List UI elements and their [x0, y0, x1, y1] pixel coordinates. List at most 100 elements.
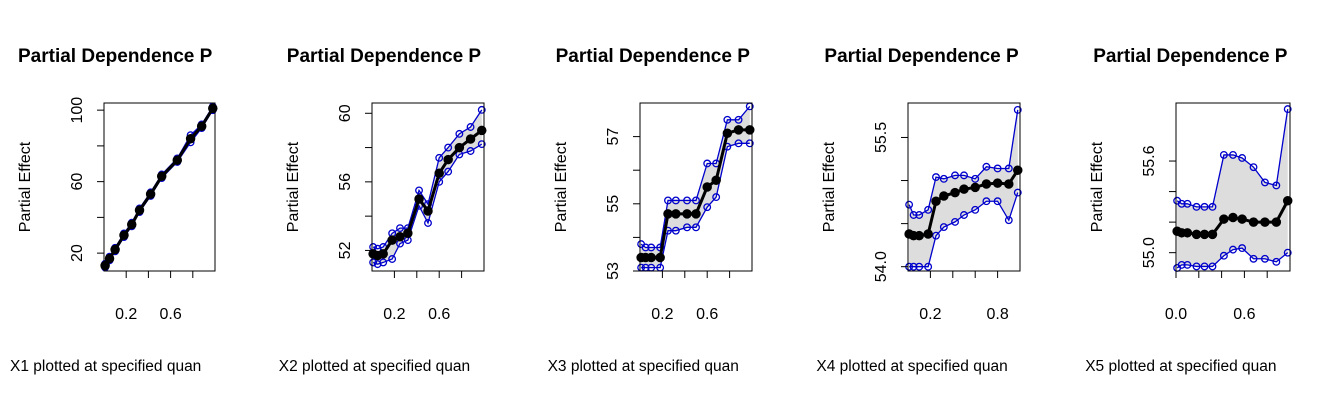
plot-frame	[907, 102, 1021, 272]
partial-effect-point	[722, 128, 733, 138]
partial-effect-point	[663, 209, 673, 219]
partial-effect-point	[434, 168, 444, 179]
partial-effect-point	[196, 121, 207, 131]
lower-bound-point	[369, 258, 378, 267]
lower-bound-point	[1229, 245, 1237, 254]
x-tick-label: 0.6	[696, 306, 718, 323]
upper-bound-point	[960, 171, 968, 180]
partial-effect-point	[1191, 229, 1202, 240]
y-tick-label: 55.6	[1141, 145, 1158, 176]
lower-bound-point	[424, 219, 432, 227]
partial-effect-point	[395, 231, 405, 242]
x-axis-label: X2 plotted at specified quan	[279, 358, 470, 375]
upper-bound-point	[477, 105, 486, 114]
lower-bound-point	[734, 139, 743, 148]
upper-bound-point	[971, 174, 980, 183]
lower-bound-point	[712, 193, 721, 202]
x-axis-label: X4 plotted at specified quan	[816, 358, 1007, 375]
partial-effect-series	[368, 125, 487, 261]
partial-effect-point	[477, 125, 487, 136]
partial-effect-point	[1199, 229, 1210, 240]
upper-bound-point	[435, 153, 444, 162]
upper-bound-point	[641, 243, 650, 252]
partial-effect-point	[1248, 217, 1259, 227]
partial-effect-point	[1207, 229, 1218, 240]
lower-bound-point	[982, 197, 991, 206]
x-tick-label: 0.6	[1233, 306, 1255, 323]
upper-bound-line	[908, 109, 1019, 216]
upper-bound-line	[1176, 109, 1289, 208]
upper-bound-point	[1192, 202, 1201, 211]
lower-bound-point	[1219, 251, 1228, 260]
partial-effect-point	[923, 229, 933, 239]
chart-panel-3: Partial Dependence P X3 plotted at specif…	[548, 46, 755, 375]
y-axis-label: Partial Effect	[285, 141, 302, 232]
lower-bound-point	[1260, 254, 1269, 263]
partial-effect-point	[172, 155, 183, 165]
upper-bound-point	[1229, 150, 1237, 159]
partial-effect-point	[1237, 214, 1247, 224]
partial-effect-point	[1260, 217, 1270, 227]
partial-effect-point	[745, 125, 755, 135]
lower-bound-point	[1272, 257, 1281, 266]
y-axis-label: Partial Effect	[1089, 141, 1106, 232]
y-tick-label: 20	[69, 244, 86, 262]
partial-effect-point	[682, 209, 692, 219]
y-tick-label: 57	[605, 128, 622, 146]
lower-bound-point	[1004, 216, 1013, 225]
upper-bound-point	[1260, 178, 1269, 187]
upper-bound-point	[1200, 202, 1209, 211]
upper-bound-point	[1004, 164, 1013, 173]
lower-bound-point	[1249, 254, 1258, 263]
upper-bound-point	[734, 115, 743, 124]
partial-effect-point	[733, 125, 744, 135]
y-tick-label: 54.0	[873, 251, 890, 282]
lower-bound-line	[641, 142, 750, 269]
upper-bound-point	[671, 196, 680, 205]
upper-bound-point	[396, 224, 404, 233]
x-tick-label: 0.0	[1165, 306, 1187, 323]
partial-effect-point	[454, 142, 465, 153]
partial-effect-point	[104, 253, 115, 264]
partial-effect-point	[100, 260, 110, 271]
upper-bound-point	[1183, 199, 1192, 208]
partial-effect-line	[103, 107, 215, 267]
lower-bound-point	[466, 147, 475, 155]
chart-title: Partial Dependence P	[556, 46, 751, 67]
partial-effect-point	[914, 230, 924, 241]
partial-effect-point	[691, 209, 701, 219]
plot-frame	[1175, 102, 1291, 272]
y-axis-label: Partial Effect	[821, 141, 838, 232]
partial-effect-point	[1182, 228, 1193, 238]
chart-title: Partial Dependence P	[1093, 46, 1288, 67]
upper-bound-point	[932, 173, 940, 182]
lower-bound-point	[444, 167, 453, 176]
chart-title: Partial Dependence P	[824, 46, 1019, 67]
lower-bound-point	[1200, 262, 1209, 271]
lower-bound-point	[1177, 260, 1186, 269]
lower-bound-point	[692, 223, 700, 232]
x-tick-label: 0.8	[986, 306, 1008, 323]
upper-bound-series	[905, 105, 1022, 219]
upper-bound-point	[1208, 202, 1217, 211]
y-tick-label: 55.0	[1141, 237, 1158, 268]
lower-bound-point	[1208, 262, 1217, 271]
partial-effect-point	[939, 191, 949, 201]
upper-bound-point	[703, 159, 712, 168]
upper-bound-point	[455, 129, 464, 138]
lower-bound-point	[915, 262, 924, 271]
y-tick-label: 60	[69, 173, 86, 191]
partial-effect-point	[992, 178, 1003, 188]
upper-bound-point	[1177, 199, 1186, 208]
upper-bound-point	[1249, 163, 1258, 172]
lower-bound-point	[703, 203, 712, 212]
partial-effect-point	[970, 182, 980, 193]
chart-panel-1: Partial Dependence P X1 plotted at specif…	[10, 46, 218, 375]
partial-effect-point	[110, 244, 120, 255]
chart-panel-5: Partial Dependence P X5 plotted at specif…	[1085, 46, 1293, 375]
upper-bound-point	[1272, 181, 1281, 190]
upper-bound-point	[444, 143, 453, 152]
plot-frame	[639, 102, 753, 272]
upper-bound-point	[1238, 154, 1247, 162]
lower-bound-point	[1013, 188, 1022, 197]
